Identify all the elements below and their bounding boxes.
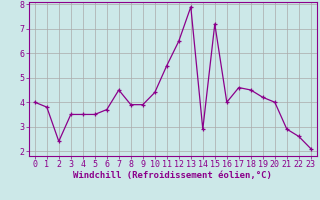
X-axis label: Windchill (Refroidissement éolien,°C): Windchill (Refroidissement éolien,°C)	[73, 171, 272, 180]
